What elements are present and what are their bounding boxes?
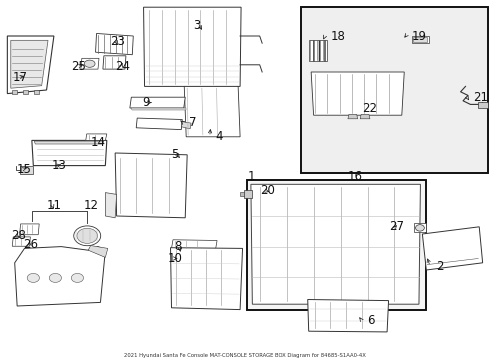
- Polygon shape: [478, 102, 488, 108]
- Polygon shape: [136, 118, 182, 130]
- Polygon shape: [20, 224, 39, 235]
- Polygon shape: [86, 134, 107, 140]
- Polygon shape: [88, 246, 108, 257]
- Polygon shape: [172, 240, 217, 249]
- Ellipse shape: [77, 228, 98, 243]
- Polygon shape: [130, 97, 185, 108]
- Polygon shape: [131, 108, 186, 110]
- Text: 15: 15: [17, 163, 32, 176]
- Polygon shape: [422, 227, 483, 270]
- Text: 5: 5: [172, 148, 179, 161]
- Polygon shape: [348, 114, 358, 119]
- Text: 1: 1: [247, 170, 255, 183]
- Ellipse shape: [49, 274, 62, 282]
- Polygon shape: [115, 153, 187, 218]
- Text: 13: 13: [51, 159, 66, 172]
- Polygon shape: [181, 122, 191, 129]
- Text: 11: 11: [47, 199, 62, 212]
- Text: 24: 24: [115, 60, 130, 73]
- Text: 16: 16: [348, 170, 363, 183]
- Text: 9: 9: [142, 96, 149, 109]
- Polygon shape: [32, 140, 107, 166]
- Polygon shape: [103, 56, 126, 69]
- Text: 28: 28: [11, 229, 25, 242]
- Text: 7: 7: [189, 116, 196, 129]
- Polygon shape: [311, 72, 404, 115]
- Polygon shape: [414, 223, 426, 232]
- Text: 19: 19: [412, 30, 427, 42]
- Polygon shape: [7, 36, 54, 94]
- Polygon shape: [308, 300, 389, 332]
- Polygon shape: [34, 141, 104, 144]
- Polygon shape: [12, 90, 17, 94]
- Bar: [301, 7, 488, 173]
- Text: 22: 22: [363, 102, 378, 114]
- Text: 4: 4: [216, 130, 223, 143]
- Polygon shape: [251, 184, 420, 304]
- Text: 20: 20: [260, 184, 274, 197]
- Polygon shape: [81, 58, 99, 69]
- Text: 8: 8: [174, 240, 181, 253]
- Text: 3: 3: [194, 19, 201, 32]
- Polygon shape: [34, 90, 39, 94]
- Polygon shape: [171, 248, 243, 310]
- Text: 12: 12: [83, 199, 98, 212]
- Polygon shape: [360, 114, 370, 119]
- Polygon shape: [20, 166, 33, 174]
- Polygon shape: [11, 40, 48, 88]
- Polygon shape: [412, 36, 429, 43]
- Polygon shape: [12, 237, 30, 246]
- Text: 17: 17: [12, 71, 27, 84]
- Text: 27: 27: [390, 220, 405, 233]
- Polygon shape: [184, 86, 240, 137]
- Polygon shape: [15, 247, 105, 306]
- Ellipse shape: [27, 274, 39, 282]
- Text: 14: 14: [91, 136, 106, 149]
- Text: 2: 2: [436, 260, 443, 273]
- Text: 18: 18: [331, 30, 345, 42]
- Text: 6: 6: [368, 314, 375, 327]
- Ellipse shape: [74, 226, 101, 246]
- Text: 10: 10: [168, 252, 182, 265]
- Bar: [309, 40, 327, 61]
- Polygon shape: [105, 193, 117, 218]
- Ellipse shape: [84, 60, 95, 67]
- Text: 21: 21: [473, 91, 488, 104]
- Polygon shape: [413, 37, 427, 42]
- Polygon shape: [244, 190, 252, 198]
- Polygon shape: [144, 7, 241, 86]
- Polygon shape: [96, 33, 133, 55]
- Text: 23: 23: [110, 35, 125, 48]
- Ellipse shape: [416, 225, 424, 231]
- Polygon shape: [240, 192, 244, 196]
- Text: 2021 Hyundai Santa Fe Console MAT-CONSOLE STORAGE BOX Diagram for 84685-S1AA0-4X: 2021 Hyundai Santa Fe Console MAT-CONSOL…: [124, 353, 366, 358]
- Bar: [247, 180, 426, 310]
- Text: 25: 25: [71, 60, 86, 73]
- Text: 26: 26: [24, 238, 39, 251]
- Ellipse shape: [72, 274, 83, 282]
- Polygon shape: [23, 90, 28, 94]
